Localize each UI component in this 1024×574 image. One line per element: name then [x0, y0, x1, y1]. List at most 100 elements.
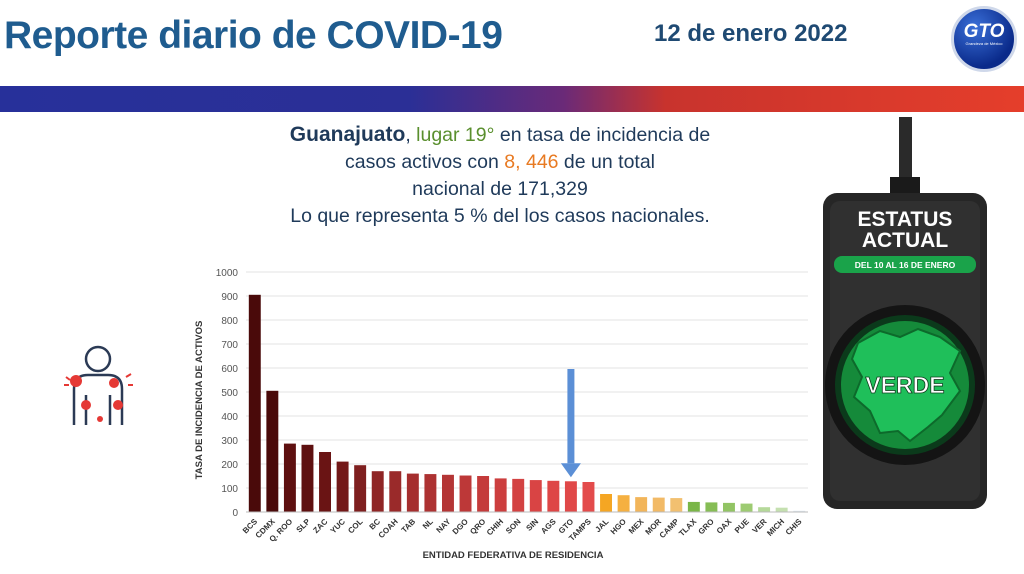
report-date: 12 de enero 2022 [654, 20, 848, 47]
bar-tlax [687, 501, 700, 512]
bar-qro [477, 476, 490, 512]
y-tick-label: 900 [221, 292, 238, 303]
x-tick-label: TLAX [677, 517, 699, 539]
x-tick-label: SLP [295, 517, 313, 535]
status-period: DEL 10 AL 16 DE ENERO [855, 260, 956, 270]
summary-line-4: Lo que representa 5 % del los casos naci… [290, 205, 710, 227]
chart-grid [246, 271, 808, 489]
summary-line-3: nacional de 171,329 [412, 178, 588, 200]
bar-bc [371, 471, 384, 512]
bar-mor [652, 497, 665, 512]
y-tick-label: 0 [232, 508, 238, 519]
summary-text: Guanajuato, lugar 19° en tasa de inciden… [230, 121, 770, 230]
x-tick-label: TAB [400, 517, 418, 535]
status-title-1: ESTATUS [858, 208, 953, 231]
bar-pue [740, 503, 753, 512]
x-tick-label: COL [346, 517, 364, 535]
y-tick-label: 600 [221, 364, 238, 375]
x-tick-label: ZAC [311, 517, 329, 535]
x-tick-label: GRO [697, 517, 716, 536]
bar-zac [319, 452, 332, 512]
x-tick-label: COAH [377, 517, 400, 540]
status-traffic-light: ESTATUS ACTUAL DEL 10 AL 16 DE ENERO VER… [823, 117, 987, 509]
y-tick-label: 700 [221, 340, 238, 351]
x-tick-label: MEX [627, 517, 646, 536]
arrow-head [560, 463, 581, 478]
x-tick-label: QRO [468, 517, 487, 536]
bar-bcs [248, 294, 261, 512]
summary-line2-suffix: de un total [558, 151, 656, 173]
status-title-2: ACTUAL [862, 229, 948, 252]
x-tick-label: JAL [593, 517, 610, 534]
y-tick-label: 200 [221, 460, 238, 471]
bar-ver [758, 507, 771, 512]
x-tick-label: SON [504, 517, 523, 536]
x-tick-label: NL [421, 517, 435, 531]
x-tick-label: CAMP [658, 517, 681, 540]
y-tick-label: 800 [221, 316, 238, 327]
bar-nay [441, 474, 454, 512]
y-tick-label: 300 [221, 436, 238, 447]
bar-sin [529, 480, 542, 512]
bar-jal [600, 494, 613, 512]
highlight-arrow [560, 369, 581, 478]
x-tick-label: PUE [733, 517, 751, 535]
summary-line1-suffix: en tasa de incidencia de [494, 124, 711, 146]
bar-dgo [459, 475, 472, 512]
logo-text: GTO [963, 21, 1005, 42]
person-symptoms-icon [64, 345, 133, 425]
x-tick-label: AGS [539, 517, 558, 536]
bar-camp [670, 498, 683, 512]
bar-son [512, 478, 525, 512]
x-tick-label: OAX [715, 517, 734, 536]
summary-line-2: casos activos con 8, 446 de un total [230, 149, 770, 176]
active-cases: 8, 446 [504, 151, 559, 173]
color-band [0, 86, 1024, 112]
logo-subtitle: Grandeza de México [965, 41, 1003, 46]
bar-chis [793, 510, 806, 512]
bar-tamps [582, 482, 595, 512]
y-tick-label: 100 [221, 484, 238, 495]
bar-nl [424, 474, 437, 512]
bar-chih [494, 478, 507, 512]
rank-text: lugar 19° [416, 124, 495, 146]
status-value: VERDE [865, 372, 944, 398]
bar-oax [722, 502, 735, 512]
bar-mich [775, 507, 788, 512]
bar-col [354, 465, 367, 512]
bar-cdmx [266, 390, 279, 512]
x-axis-label: ENTIDAD FEDERATIVA DE RESIDENCIA [423, 550, 604, 561]
summary-line-1: Guanajuato, lugar 19° en tasa de inciden… [289, 123, 711, 146]
y-axis-ticks: 0 100 200 300 400 500 600 700 800 900 1000 [216, 268, 239, 519]
bar-qroo [283, 443, 296, 512]
x-tick-label: NAY [435, 517, 453, 535]
arrow-shaft [567, 369, 575, 464]
x-tick-label: HGO [609, 517, 628, 536]
bar-yuc [336, 461, 349, 512]
y-tick-label: 1000 [216, 268, 239, 279]
x-tick-label: YUC [329, 517, 347, 535]
y-tick-label: 400 [221, 412, 238, 423]
gto-logo: GTO Grandeza de México [951, 6, 1017, 72]
bar-gro [705, 502, 718, 512]
state-name: Guanajuato [289, 123, 406, 146]
bar-tab [406, 473, 419, 512]
summary-line2-prefix: casos activos con [344, 151, 505, 173]
bar-mex [635, 497, 648, 512]
y-tick-label: 500 [221, 388, 238, 399]
x-tick-label: DGO [451, 517, 470, 536]
x-tick-label: CHIH [485, 517, 505, 537]
bar-slp [301, 444, 314, 512]
x-tick-label: CHIS [784, 517, 804, 537]
y-axis-label: TASA DE INCIDENCIA DE ACTIVOS [194, 321, 205, 480]
chart-bars [248, 294, 806, 512]
bar-coah [389, 471, 402, 512]
bar-hgo [617, 495, 630, 512]
page-title: Reporte diario de COVID-19 [4, 14, 503, 57]
x-tick-label: SIN [524, 517, 540, 533]
bar-gto [564, 481, 577, 512]
bar-ags [547, 480, 560, 512]
x-tick-label: MICH [765, 517, 786, 538]
